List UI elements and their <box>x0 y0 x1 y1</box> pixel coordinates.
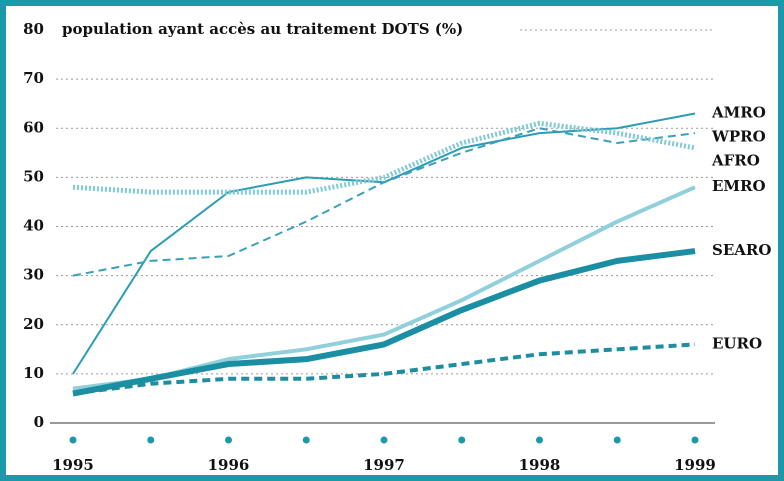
x-tick-label: 1999 <box>674 456 716 474</box>
x-tick-dot <box>691 436 699 444</box>
series-label: WPRO <box>711 128 766 146</box>
y-tick-label: 10 <box>23 364 44 382</box>
y-tick-label: 50 <box>23 167 44 185</box>
x-minor-tick-dot <box>613 436 621 444</box>
y-tick-label: 60 <box>23 118 44 136</box>
x-minor-tick-dot <box>458 436 466 444</box>
x-tick-dot <box>225 436 232 444</box>
x-minor-tick-dot <box>302 436 310 444</box>
x-tick-dot <box>380 436 388 444</box>
series-label: EURO <box>712 334 762 352</box>
chart-title: population ayant accès au traitement DOT… <box>62 20 463 38</box>
x-tick-label: 1997 <box>363 456 405 474</box>
x-tick-label: 1995 <box>52 456 94 474</box>
x-tick-dot <box>69 436 77 444</box>
x-tick-label: 1996 <box>208 456 250 474</box>
x-minor-tick-dot <box>147 436 155 444</box>
y-tick-label: 20 <box>23 315 44 333</box>
x-tick-dot <box>536 436 543 444</box>
y-tick-label: 70 <box>23 69 44 87</box>
series-label: EMRO <box>712 177 766 195</box>
series-line <box>72 120 696 195</box>
series-label: SEARO <box>712 241 771 259</box>
series-line <box>72 127 696 277</box>
y-tick-label: 40 <box>23 217 44 235</box>
series-label: AFRO <box>711 152 760 170</box>
y-tick-label: 0 <box>34 413 44 431</box>
series-label: AMRO <box>711 104 766 122</box>
y-tick-label: 80 <box>23 20 44 38</box>
series-line <box>72 248 696 397</box>
series-line <box>72 342 696 396</box>
x-tick-label: 1998 <box>519 456 561 474</box>
y-tick-label: 30 <box>23 266 44 284</box>
